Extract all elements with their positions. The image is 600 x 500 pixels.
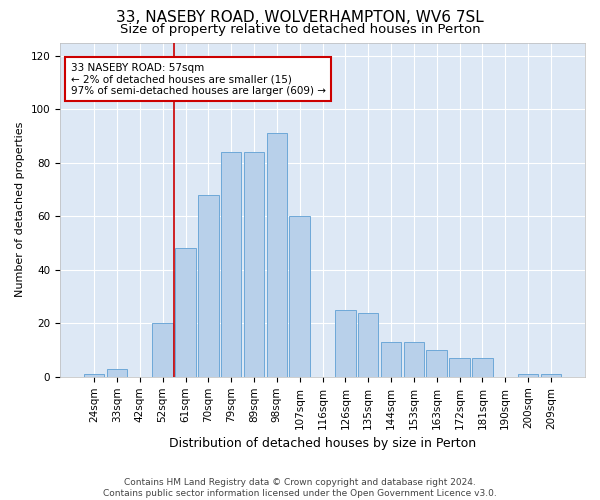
Bar bbox=[266, 134, 287, 377]
Bar bbox=[381, 342, 401, 377]
Bar bbox=[221, 152, 241, 377]
Bar bbox=[175, 248, 196, 377]
Bar bbox=[541, 374, 561, 377]
Y-axis label: Number of detached properties: Number of detached properties bbox=[15, 122, 25, 298]
Bar bbox=[244, 152, 264, 377]
X-axis label: Distribution of detached houses by size in Perton: Distribution of detached houses by size … bbox=[169, 437, 476, 450]
Bar bbox=[404, 342, 424, 377]
Text: Size of property relative to detached houses in Perton: Size of property relative to detached ho… bbox=[119, 22, 481, 36]
Bar bbox=[289, 216, 310, 377]
Bar bbox=[472, 358, 493, 377]
Bar bbox=[427, 350, 447, 377]
Bar bbox=[518, 374, 538, 377]
Text: 33 NASEBY ROAD: 57sqm
← 2% of detached houses are smaller (15)
97% of semi-detac: 33 NASEBY ROAD: 57sqm ← 2% of detached h… bbox=[71, 62, 326, 96]
Bar bbox=[107, 369, 127, 377]
Bar bbox=[449, 358, 470, 377]
Bar bbox=[84, 374, 104, 377]
Bar bbox=[335, 310, 356, 377]
Bar bbox=[152, 324, 173, 377]
Bar bbox=[358, 312, 379, 377]
Text: Contains HM Land Registry data © Crown copyright and database right 2024.
Contai: Contains HM Land Registry data © Crown c… bbox=[103, 478, 497, 498]
Text: 33, NASEBY ROAD, WOLVERHAMPTON, WV6 7SL: 33, NASEBY ROAD, WOLVERHAMPTON, WV6 7SL bbox=[116, 10, 484, 25]
Bar bbox=[198, 195, 218, 377]
